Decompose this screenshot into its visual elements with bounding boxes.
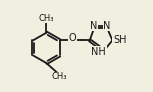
Text: CH₃: CH₃ bbox=[52, 72, 67, 81]
Text: N: N bbox=[90, 21, 98, 31]
Text: O: O bbox=[69, 33, 76, 43]
Text: CH₃: CH₃ bbox=[39, 14, 54, 23]
Text: SH: SH bbox=[113, 35, 126, 45]
Text: N: N bbox=[103, 21, 111, 31]
Text: NH: NH bbox=[91, 47, 106, 57]
